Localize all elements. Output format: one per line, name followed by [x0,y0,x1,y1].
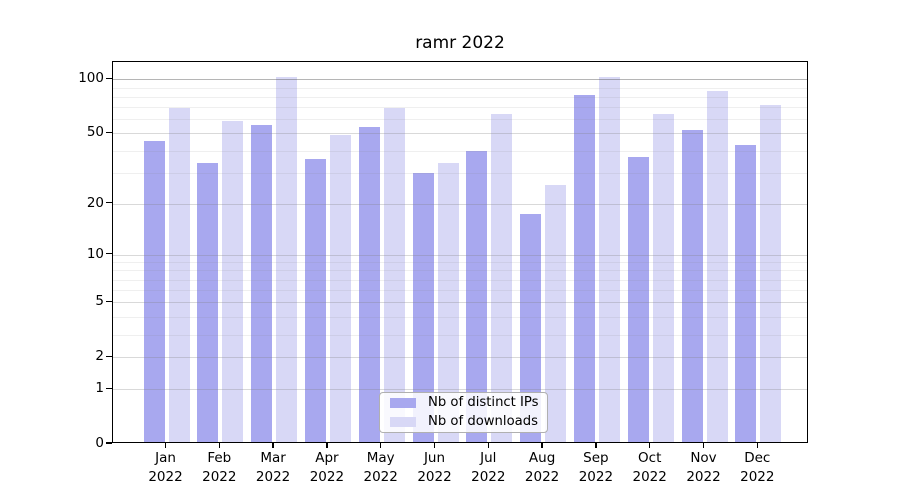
bar-downloads [329,134,351,442]
x-tick [272,443,274,448]
x-tick-label: Nov 2022 [686,450,721,485]
x-tick-label: Jul 2022 [471,450,506,485]
bar-downloads [706,91,728,442]
gridline-major [113,302,807,304]
x-tick-label: Oct 2022 [632,450,667,485]
bar-distinct-ips [358,126,380,442]
gridline-minor [113,87,807,89]
y-tick-label: 20 [86,194,104,211]
gridline-minor [113,334,807,336]
bar-downloads [598,77,620,442]
y-tick [106,131,112,134]
x-tick [164,443,167,448]
bar-downloads [276,77,298,442]
gridline-major [113,254,807,256]
bar-distinct-ips [627,156,649,442]
x-tick-label: Sep 2022 [578,450,614,485]
x-tick-label: Dec 2022 [740,450,775,485]
bar-downloads [222,121,244,442]
x-tick-label: Aug 2022 [524,450,560,485]
y-tick-label: 0 [95,435,104,451]
gridline-major [113,203,807,205]
gridline-minor [113,150,807,152]
x-tick [218,443,220,448]
legend-label-distinct-ips: Nb of distinct IPs [428,395,539,410]
x-tick [702,443,705,448]
x-tick [433,443,436,448]
y-tick [106,442,112,444]
y-tick [106,300,112,303]
bar-downloads [760,105,782,442]
x-tick [649,443,651,448]
bar-distinct-ips [412,173,434,442]
x-tick-label: May 2022 [363,450,398,485]
bar-downloads [168,107,190,442]
gridline-minor [113,107,807,109]
bar-downloads [437,163,459,442]
x-tick-label: Feb 2022 [202,450,237,485]
bar-distinct-ips [735,144,757,442]
gridline-minor [113,262,807,264]
bar-downloads [383,107,405,442]
x-tick-label: Mar 2022 [255,450,291,485]
x-tick [380,443,382,448]
legend: Nb of distinct IPs Nb of downloads [379,392,548,433]
legend-item-distinct-ips: Nb of distinct IPs [390,395,539,411]
gridline-major [113,79,807,81]
gridline-major [113,389,807,391]
y-tick-label: 2 [95,348,104,365]
gridline-minor [113,119,807,121]
x-tick-label: Jan 2022 [148,450,183,485]
y-tick-label: 5 [95,293,104,310]
bar-distinct-ips [197,163,219,442]
y-tick-label: 10 [86,245,104,262]
bar-distinct-ips [681,129,703,442]
bar-distinct-ips [466,150,488,442]
bar-distinct-ips [520,213,542,442]
legend-item-downloads: Nb of downloads [390,414,538,430]
y-tick [106,201,112,204]
y-tick [106,252,112,255]
x-tick [756,443,758,448]
legend-label-downloads: Nb of downloads [428,414,538,429]
legend-swatch-distinct-ips [390,398,416,408]
bar-distinct-ips [573,94,595,442]
x-tick [541,443,543,448]
y-tick [106,355,112,357]
gridline-major [113,357,807,359]
bar-downloads [652,113,674,442]
gridline-minor [113,172,807,174]
x-tick [326,443,328,448]
y-tick-label: 1 [95,380,104,397]
bar-distinct-ips [304,158,326,442]
legend-swatch-downloads [390,417,416,427]
x-tick-label: Jun 2022 [417,450,452,485]
gridline-minor [113,270,807,272]
y-tick-label: 50 [86,124,104,141]
gridline-minor [113,279,807,281]
gridline-minor [113,316,807,318]
chart-title: ramr 2022 [415,33,505,53]
x-tick [487,443,489,448]
x-tick-label: Apr 2022 [309,450,345,485]
gridline-minor [113,290,807,292]
bar-distinct-ips [143,141,165,442]
bar-downloads [545,184,567,442]
plot-area [112,61,808,443]
y-tick [106,387,112,389]
bar-downloads [491,113,513,442]
gridline-major [113,133,807,135]
bar-distinct-ips [251,125,273,442]
gridline-minor [113,96,807,98]
y-tick [106,77,112,80]
x-tick [595,443,597,448]
y-tick-label: 100 [78,70,104,87]
